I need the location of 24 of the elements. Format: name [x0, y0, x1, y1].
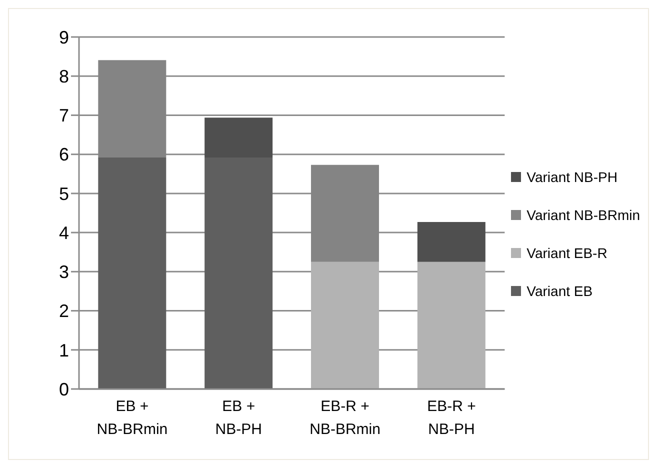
y-tick-label: 0 — [58, 379, 69, 400]
bar — [204, 157, 273, 389]
y-tick-label: 6 — [58, 144, 69, 165]
bar — [417, 222, 486, 262]
bar — [98, 157, 166, 389]
bar — [417, 262, 486, 389]
x-tick-label: EB + NB-BRmin — [96, 398, 168, 438]
legend-label: Variant EB-R — [526, 245, 608, 261]
legend-label: Variant EB — [526, 283, 593, 299]
y-tick-label: 1 — [58, 340, 69, 360]
x-tick-label: EB-R + NB-BRmin — [310, 398, 380, 438]
y-tick-label: 2 — [58, 301, 69, 322]
legend-label: Variant NB-BRmin — [526, 207, 640, 223]
y-tick-label: 5 — [58, 184, 69, 204]
y-tick-label: 9 — [58, 27, 69, 48]
y-tick-label: 3 — [58, 262, 69, 282]
x-tick-label: EB-R + NB-PH — [427, 398, 476, 438]
y-tick-label: 4 — [58, 222, 69, 243]
legend-label: Variant NB-PH — [526, 169, 618, 185]
bar — [204, 118, 273, 158]
y-tick-label: 8 — [58, 66, 69, 86]
x-tick-label: EB + NB-PH — [215, 398, 262, 438]
bar — [310, 262, 379, 389]
y-tick-label: 7 — [58, 106, 69, 126]
